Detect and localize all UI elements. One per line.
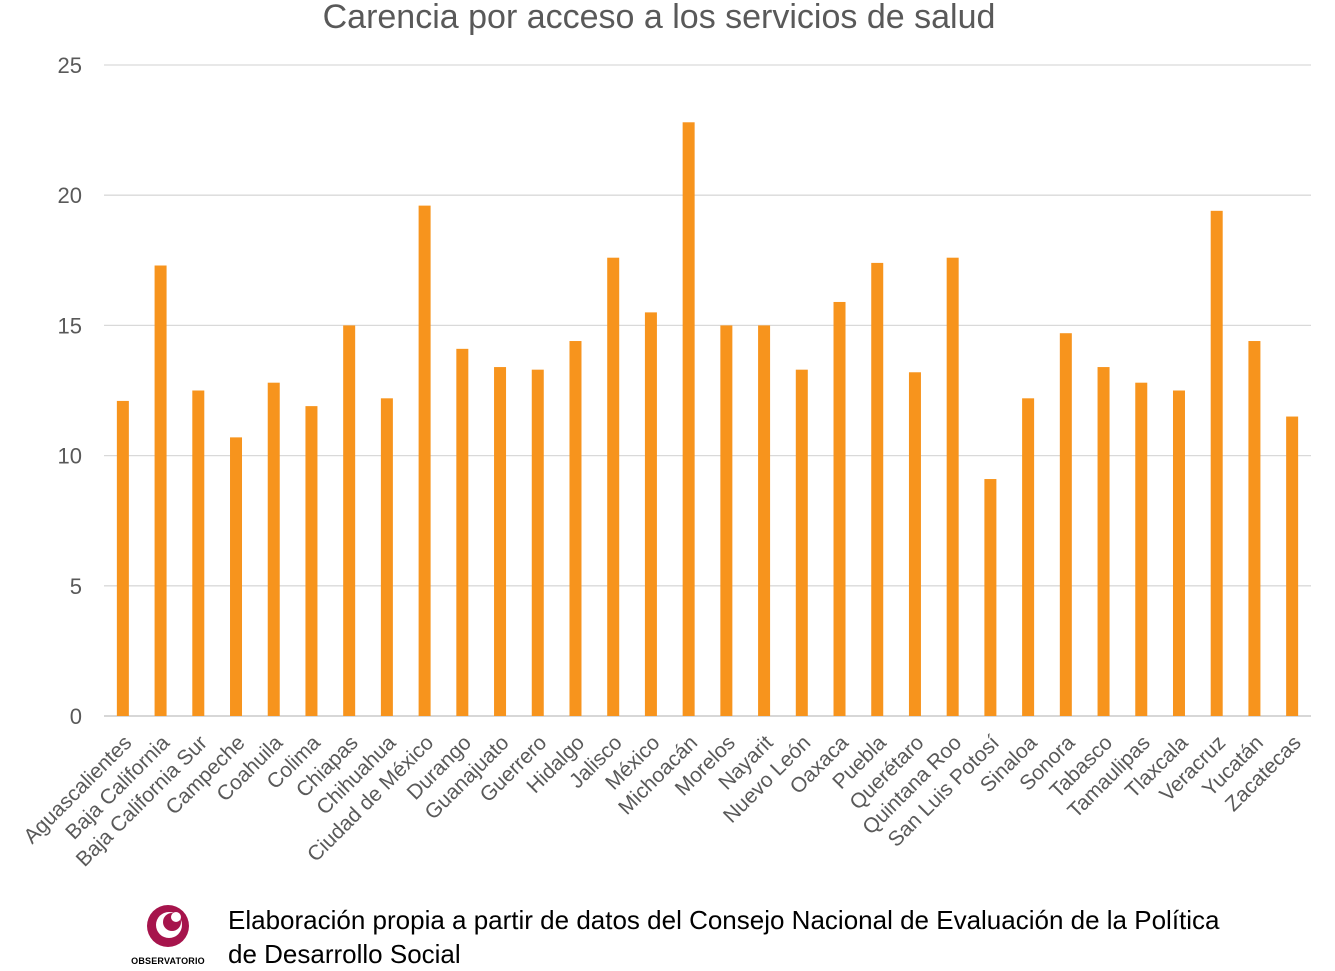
logo-icon [147, 905, 189, 947]
source-line-2: de Desarrollo Social [228, 939, 461, 969]
bar [1172, 390, 1185, 716]
bar [1097, 367, 1110, 716]
bar [758, 325, 771, 716]
y-tick-label: 25 [58, 53, 82, 78]
y-tick-label: 5 [70, 574, 82, 599]
bar-chart: Carencia por acceso a los servicios de s… [19, 0, 1311, 871]
y-tick-label: 20 [58, 183, 82, 208]
bar [607, 257, 620, 716]
bar [682, 122, 695, 716]
bar [343, 325, 356, 716]
y-axis-ticks: 0 5 10 15 20 25 [58, 53, 82, 729]
bar [1286, 416, 1299, 716]
source-line-1: Elaboración propia a partir de datos del… [228, 905, 1220, 935]
bar [1059, 333, 1072, 716]
y-tick-label: 0 [70, 704, 82, 729]
observatorio-logo: OBSERVATORIO [128, 900, 208, 966]
bar [192, 390, 205, 716]
chart-title: Carencia por acceso a los servicios de s… [323, 0, 996, 36]
bar [418, 205, 431, 716]
bar [833, 301, 846, 716]
bar [569, 341, 582, 716]
bar [494, 367, 507, 716]
bar [946, 257, 959, 716]
bars [116, 122, 1299, 716]
bar [154, 265, 167, 716]
bar [1248, 341, 1261, 716]
bar [644, 312, 657, 716]
source-note: Elaboración propia a partir de datos del… [228, 903, 1333, 971]
bar [267, 382, 280, 716]
bar [1210, 210, 1223, 716]
bar [230, 437, 243, 716]
bar [908, 372, 921, 716]
bar [1022, 398, 1035, 716]
bar [984, 479, 997, 716]
bar [305, 406, 318, 716]
bar [1135, 382, 1148, 716]
bar [871, 262, 884, 716]
bar [720, 325, 733, 716]
bar [531, 369, 544, 716]
bar [380, 398, 393, 716]
logo-text: OBSERVATORIO [131, 956, 205, 966]
bar [116, 400, 129, 716]
bar [456, 348, 469, 716]
y-tick-label: 15 [58, 313, 82, 338]
y-tick-label: 10 [58, 444, 82, 469]
gridlines [104, 64, 1311, 717]
bar [795, 369, 808, 716]
